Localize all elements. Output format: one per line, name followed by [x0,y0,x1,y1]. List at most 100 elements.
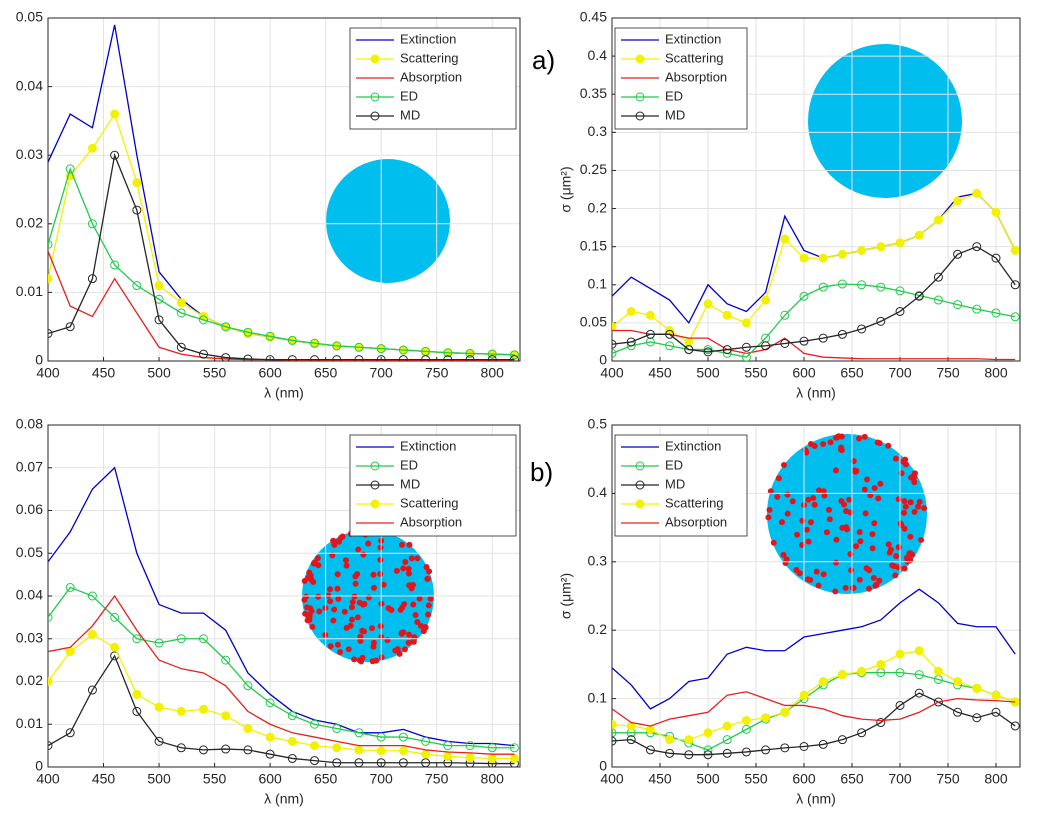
marker [243,327,253,337]
decor-dot [793,566,800,573]
decor-dot [895,496,902,503]
marker [895,700,905,710]
decor-dot [314,555,321,562]
y-tick-label: 0.3 [588,123,608,139]
marker [310,338,320,348]
legend-marker [370,480,380,490]
decor-dot [352,580,359,587]
series-line [48,466,515,747]
marker [741,318,751,328]
y-tick-label: 0.07 [16,458,43,474]
decor-dot [334,571,341,578]
plot-area [612,188,1020,361]
decor-dot [358,658,365,665]
x-tick-label: 500 [147,771,171,787]
decor-dot [380,581,387,588]
marker [154,281,164,291]
decor-dot [359,627,366,634]
y-axis-label: σ (μm²) [558,573,574,619]
marker [895,668,905,678]
y-tick-label: 0.4 [588,47,608,63]
y-tick-label: 0.06 [16,501,43,517]
marker [665,329,675,339]
marker [703,750,713,760]
decor-dot [301,577,308,584]
marker [376,732,386,742]
marker [110,612,120,622]
decor-dot [901,498,908,505]
decor-dot [861,486,868,493]
legend-label: Extinction [400,31,456,46]
marker [332,743,342,753]
marker [876,659,886,669]
marker [933,666,943,676]
series-line [612,650,1016,741]
decor-dot [401,601,408,608]
marker [612,348,617,358]
marker [443,741,453,751]
legend-marker [635,499,645,509]
marker [265,749,275,759]
decor-dot [780,551,787,558]
decor-dot [897,520,904,527]
marker [799,253,809,263]
legend: Extinction ED MD Scattering Absorption [614,434,748,537]
marker [914,230,924,240]
decor-dot [905,556,912,563]
marker [953,707,963,717]
plot-frame [611,17,1021,362]
marker [645,310,655,320]
marker [198,745,208,755]
chart: 0 0.01 0.02 0.03 0.04 0.05 0.06 0.07 0.08 400 450 5… [16,416,521,807]
y-tick-label: 0.05 [580,314,607,330]
marker [626,735,636,745]
marker [612,720,617,730]
decor-dot [918,536,925,543]
decor-dot [821,492,828,499]
x-axis-label: λ (nm) [796,791,836,807]
decor-dot [348,616,355,623]
marker [65,647,75,657]
marker [799,741,809,751]
marker [221,655,231,665]
marker [465,348,475,358]
decor-dot [857,538,864,545]
series-line [612,691,1016,727]
marker [761,341,771,351]
legend-label: Scattering [400,495,459,510]
decor-dot [849,585,856,592]
marker [645,745,655,755]
decor-dot [302,610,309,617]
y-tick-label: 0.03 [16,146,43,162]
decor-dot [408,555,415,562]
decor-dot [906,550,913,557]
marker [176,706,186,716]
decor-dot [885,541,892,548]
decor-dot [304,617,311,624]
decor-dot [355,546,362,553]
marker [87,591,97,601]
marker [509,355,519,361]
decor-dot [826,516,833,523]
marker [1010,312,1020,322]
decor-dot [823,529,830,536]
decor-dot [865,585,872,592]
marker [722,735,732,745]
legend-marker [635,92,645,102]
marker [780,338,790,348]
marker [933,272,943,282]
marker [332,355,342,361]
marker [722,345,732,355]
decor-dot [334,641,341,648]
decor-dot [329,552,336,559]
marker [310,355,320,361]
decor-dot [410,601,417,608]
x-tick-label: 400 [600,771,624,787]
marker [703,745,713,755]
decor-dot [774,493,781,500]
marker [198,315,208,325]
marker [684,345,694,355]
decor-dot [315,562,322,569]
legend-label: Extinction [665,31,721,46]
decor-dot [770,539,777,546]
